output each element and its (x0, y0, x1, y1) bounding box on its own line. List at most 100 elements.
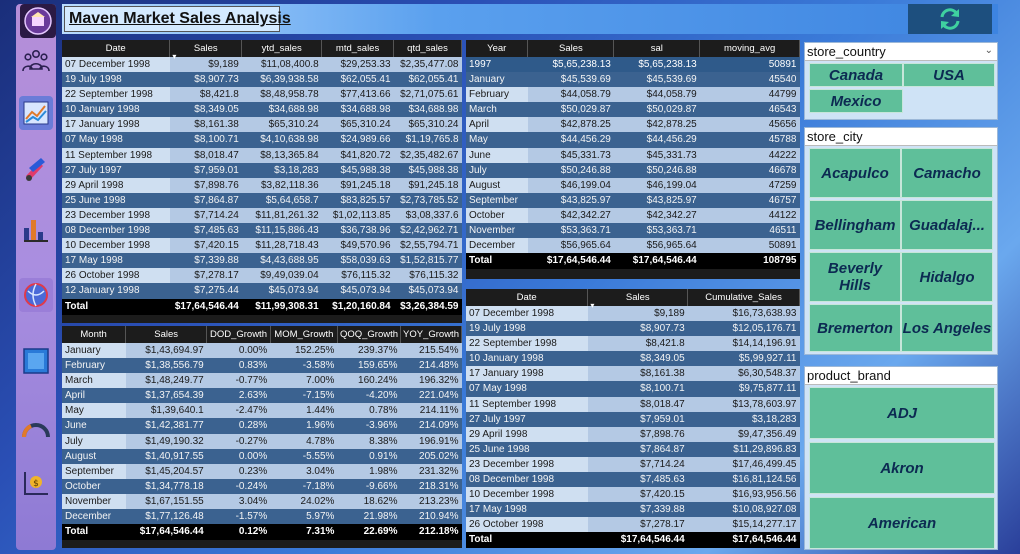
sort-arrow-icon[interactable]: ▾ (590, 301, 595, 310)
table-row[interactable]: April $1,37,654.39 2.63% -7.15% -4.20% 221.04… (62, 388, 462, 404)
column-header[interactable]: Year (466, 40, 529, 57)
table-row[interactable]: January $1,43,694.97 0.00% 152.25% 239.37% 21… (62, 343, 462, 359)
table-row[interactable]: February $44,058.79 $44,058.79 44799 (466, 87, 800, 103)
table-row[interactable]: 23 December 1998 $7,714.24 $17,46,499.45 (466, 456, 800, 473)
slicer-option-mexico[interactable]: Mexico (809, 89, 903, 113)
gauge-icon[interactable] (19, 412, 53, 446)
slicer-option-akron[interactable]: Akron (809, 442, 995, 494)
table-row[interactable]: July $1,49,190.32 -0.27% 4.78% 8.38% 196.91% (62, 433, 462, 449)
table-row[interactable]: May $44,456.29 $44,456.29 45788 (466, 132, 800, 148)
table-row[interactable]: October $42,342.27 $42,342.27 44122 (466, 207, 800, 224)
column-header[interactable]: QOQ_Growth (337, 326, 402, 343)
slicer-option-beverly-hills[interactable]: Beverly Hills (809, 252, 901, 302)
column-header[interactable]: YOY_Growth (400, 326, 462, 343)
table-row[interactable]: 08 December 1998 $7,485.63 $11,15,886.43 $3… (62, 223, 462, 239)
table-row[interactable]: 10 December 1998 $7,420.15 $11,28,718.43 $4… (62, 238, 462, 254)
dollar-chart-icon[interactable]: $ (19, 466, 53, 500)
table-row[interactable]: 10 December 1998 $7,420.15 $16,93,956.56 (466, 487, 800, 503)
table-row[interactable]: 07 May 1998 $8,100.71 $9,75,877.11 (466, 381, 800, 397)
slicer-option-guadalajara[interactable]: Guadalaj... (901, 200, 993, 250)
table-row[interactable]: August $1,40,917.55 0.00% -5.55% 0.91% 205.02… (62, 448, 462, 464)
paint-brush-icon[interactable] (19, 152, 53, 186)
slicer-option-american[interactable]: American (809, 497, 995, 549)
table-row[interactable]: 22 September 1998 $8,421.8 $8,48,958.78 $77… (62, 87, 462, 103)
table-row[interactable]: October $1,34,778.18 -0.24% -7.18% -9.66% 218… (62, 478, 462, 494)
table-row[interactable]: December $56,965.64 $56,965.64 50891 (466, 238, 800, 254)
table-row[interactable]: 10 January 1998 $8,349.05 $34,688.98 $34,68… (62, 102, 462, 118)
table-row[interactable]: 29 April 1998 $7,898.76 $3,82,118.36 $91,24… (62, 177, 462, 193)
bar-chart-icon[interactable] (19, 212, 53, 246)
table-row[interactable]: September $1,45,204.57 0.23% 3.04% 1.98% 231.… (62, 463, 462, 479)
table-row[interactable]: February $1,38,556.79 0.83% -3.58% 159.65% 21… (62, 358, 462, 374)
table-row[interactable]: 11 September 1998 $8,018.47 $8,13,365.84 $4… (62, 147, 462, 163)
column-header[interactable]: moving_avg (699, 40, 800, 57)
slicer-option-adj[interactable]: ADJ (809, 387, 995, 439)
table-row[interactable]: 07 December 1998 $9,189 $16,73,638.93 (466, 306, 800, 322)
table-row[interactable]: 07 May 1998 $8,100.71 $4,10,638.98 $24,989.… (62, 132, 462, 148)
table-row[interactable]: March $50,029.87 $50,029.87 46543 (466, 102, 800, 118)
slicer-option-acapulco[interactable]: Acapulco (809, 148, 901, 198)
table-row[interactable]: June $1,42,381.77 0.28% 1.96% -3.96% 214.09% (62, 418, 462, 434)
table-row[interactable]: 10 January 1998 $8,349.05 $5,99,927.11 (466, 351, 800, 367)
table-row[interactable]: 26 October 1998 $7,278.17 $9,49,039.04 $76,… (62, 268, 462, 284)
line-chart-icon[interactable] (19, 96, 53, 130)
slicer-option-hidalgo[interactable]: Hidalgo (901, 252, 993, 302)
column-header[interactable]: MOM_Growth (270, 326, 338, 343)
people-icon[interactable] (19, 44, 53, 78)
column-header[interactable]: Cumulative_Sales (687, 289, 800, 306)
table-row[interactable]: May $1,39,640.1 -2.47% 1.44% 0.78% 214.11% (62, 403, 462, 419)
table-row[interactable]: 19 July 1998 $8,907.73 $12,05,176.71 (466, 321, 800, 337)
table-row[interactable]: 25 June 1998 $7,864.87 $5,64,658.7 $83,825.… (62, 192, 462, 208)
column-header[interactable]: Date (466, 289, 589, 306)
globe-icon[interactable] (19, 278, 53, 312)
column-header[interactable]: Sales (125, 326, 208, 343)
column-header[interactable]: qtd_sales (393, 40, 462, 57)
notebook-icon[interactable] (19, 344, 53, 378)
table-row[interactable]: 08 December 1998 $7,485.63 $16,81,124.56 (466, 472, 800, 488)
table-row[interactable]: 23 December 1998 $7,714.24 $11,81,261.32 $1… (62, 207, 462, 224)
table-row[interactable]: 17 May 1998 $7,339.88 $4,43,688.95 $58,039.… (62, 253, 462, 269)
column-header[interactable]: Date (62, 40, 171, 57)
table-row[interactable]: November $53,363.71 $53,363.71 46511 (466, 223, 800, 239)
slicer-option-canada[interactable]: Canada (809, 63, 903, 87)
table-row[interactable]: 07 December 1998 $9,189 $11,08,400.8 $29,25… (62, 57, 462, 73)
slicer-option-los-angeles[interactable]: Los Angeles (901, 304, 993, 352)
column-header[interactable]: Sales ▾ (587, 289, 689, 310)
table-row[interactable]: 1997 $5,65,238.13 $5,65,238.13 50891 (466, 57, 800, 73)
table-row[interactable]: April $42,878.25 $42,878.25 45656 (466, 117, 800, 133)
column-header[interactable]: Sales (527, 40, 615, 57)
chevron-down-icon[interactable]: ⌄ (984, 45, 993, 56)
table-row[interactable]: 25 June 1998 $7,864.87 $11,29,896.83 (466, 441, 800, 457)
table-row[interactable]: 26 October 1998 $7,278.17 $15,14,277.17 (466, 517, 800, 533)
refresh-button[interactable] (908, 4, 992, 34)
column-header[interactable]: Sales ▾ (169, 40, 243, 61)
table-row[interactable]: November $1,67,151.55 3.04% 24.02% 18.62% 213… (62, 493, 462, 510)
table-row[interactable]: March $1,48,249.77 -0.77% 7.00% 160.24% 196.3… (62, 373, 462, 389)
table-row[interactable]: August $46,199.04 $46,199.04 47259 (466, 177, 800, 193)
column-header[interactable]: Month (62, 326, 127, 343)
table-row[interactable]: 27 July 1997 $7,959.01 $3,18,283 $45,988.38… (62, 162, 462, 178)
slicer-option-bellingham[interactable]: Bellingham (809, 200, 901, 250)
column-header[interactable]: mtd_sales (321, 40, 395, 57)
table-row[interactable]: 11 September 1998 $8,018.47 $13,78,603.97 (466, 396, 800, 412)
table-row[interactable]: 27 July 1997 $7,959.01 $3,18,283 (466, 411, 800, 427)
table-row[interactable]: 12 January 1998 $7,275.44 $45,073.94 $45,07… (62, 283, 462, 299)
table-row[interactable]: 17 May 1998 $7,339.88 $10,08,927.08 (466, 502, 800, 518)
table-row[interactable]: 17 January 1998 $8,161.38 $65,310.24 $65,31… (62, 117, 462, 133)
table-row[interactable]: 22 September 1998 $8,421.8 $14,14,196.91 (466, 336, 800, 352)
column-header[interactable]: DOD_Growth (206, 326, 271, 343)
slicer-option-usa[interactable]: USA (903, 63, 995, 87)
table-row[interactable]: September $43,825.97 $43,825.97 46757 (466, 192, 800, 208)
table-row[interactable]: June $45,331.73 $45,331.73 44222 (466, 147, 800, 163)
table-row[interactable]: 29 April 1998 $7,898.76 $9,47,356.49 (466, 426, 800, 442)
slicer-option-camacho[interactable]: Camacho (901, 148, 993, 198)
table-row[interactable]: July $50,246.88 $50,246.88 46678 (466, 162, 800, 178)
table-row[interactable]: January $45,539.69 $45,539.69 45540 (466, 72, 800, 88)
sort-arrow-icon[interactable]: ▾ (172, 52, 177, 61)
column-header[interactable]: ytd_sales (241, 40, 323, 57)
slicer-option-bremerton[interactable]: Bremerton (809, 304, 901, 352)
table-row[interactable]: 19 July 1998 $8,907.73 $6,39,938.58 $62,055… (62, 72, 462, 88)
table-row[interactable]: December $1,77,126.48 -1.57% 5.97% 21.98% 210… (62, 509, 462, 525)
table-row[interactable]: 17 January 1998 $8,161.38 $6,30,548.37 (466, 366, 800, 382)
column-header[interactable]: sal (613, 40, 701, 57)
